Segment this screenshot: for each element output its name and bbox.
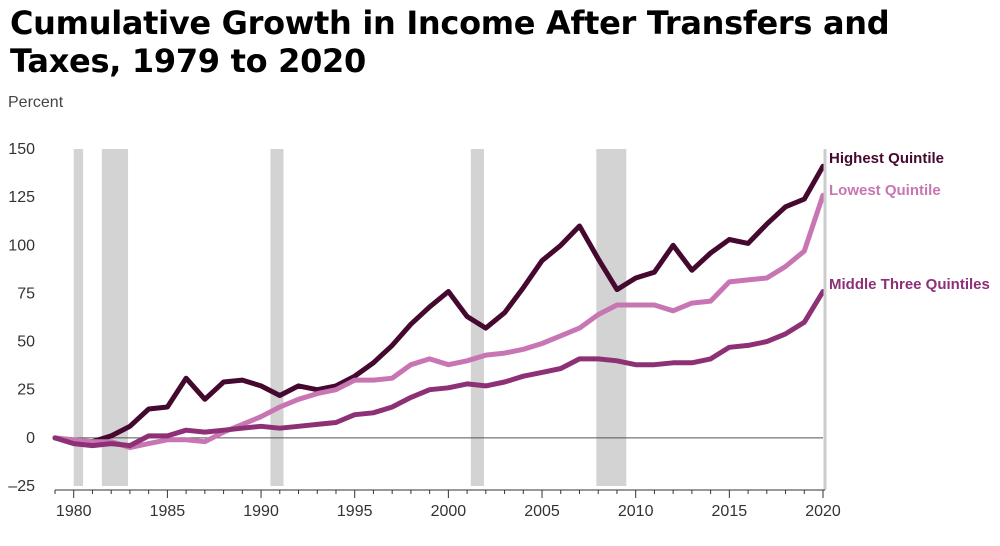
series-line-highest-quintile	[52, 163, 826, 445]
y-tick-label: 100	[8, 237, 35, 254]
y-tick-label: 25	[17, 382, 35, 399]
x-tick-label: 2020	[805, 503, 841, 520]
chart-title: Cumulative Growth in Income After Transf…	[10, 4, 890, 80]
series-lines	[52, 149, 827, 490]
series-labels: Highest Quintile Lowest Quintile Middle Th…	[829, 150, 990, 293]
x-tick-label: 2010	[618, 503, 654, 520]
x-tick-label: 1980	[56, 503, 92, 520]
x-tick-label: 2015	[712, 503, 748, 520]
x-tick-label: 1990	[243, 503, 279, 520]
recession-bands	[73, 149, 627, 486]
recession-band-2	[270, 149, 284, 486]
y-tick-label: 125	[8, 189, 35, 206]
series-label-highest-quintile: Highest Quintile	[829, 150, 944, 167]
x-tick-label: 1985	[150, 503, 186, 520]
x-tick-label: 2005	[524, 503, 560, 520]
y-tick-label: 150	[8, 141, 35, 158]
series-label-middle-three-quintiles: Middle Three Quintiles	[829, 276, 990, 293]
recession-band-3	[470, 149, 484, 486]
x-tick-label: 1995	[337, 503, 373, 520]
recession-band-4	[596, 149, 627, 486]
y-axis-label: Percent	[8, 94, 64, 111]
x-axis: 1980 1985 1990 1995 2000 2005 2010 2015 2020	[54, 489, 841, 520]
y-axis-ticks: –25 0 25 50 75 100 125 150	[8, 141, 35, 495]
y-tick-label: 50	[17, 334, 35, 351]
x-tick-label: 2000	[431, 503, 467, 520]
series-line-lowest-quintile	[52, 192, 826, 450]
series-label-lowest-quintile: Lowest Quintile	[829, 182, 941, 199]
recession-band-0	[73, 149, 84, 486]
series-line-middle-three-quintiles	[52, 289, 826, 449]
y-tick-label: 75	[17, 285, 35, 302]
y-tick-label: –25	[8, 478, 35, 495]
y-tick-label: 0	[26, 430, 35, 447]
